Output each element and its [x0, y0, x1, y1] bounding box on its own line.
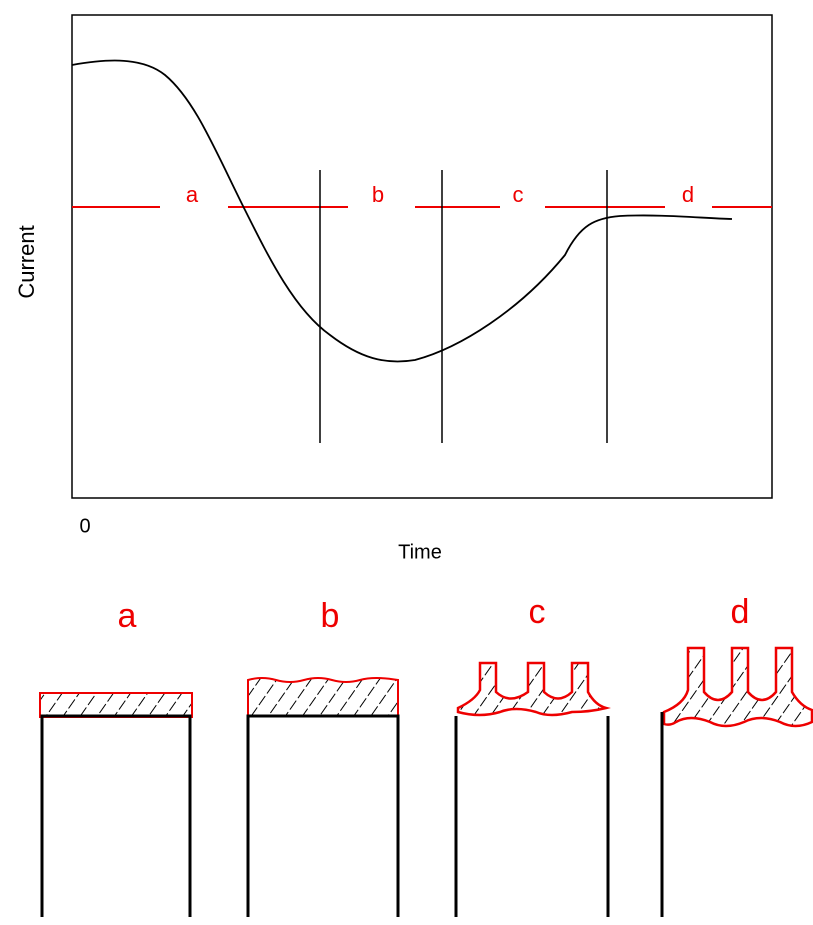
current-curve — [71, 59, 733, 363]
origin-label: 0 — [79, 515, 90, 537]
schematic-label: c — [529, 593, 546, 631]
schematic-label: b — [321, 597, 340, 635]
y-axis-label: Current — [14, 225, 39, 298]
schematic-a — [39, 692, 193, 917]
schematic-label: a — [118, 597, 137, 635]
schematic-c — [454, 661, 611, 917]
stage-label: b — [372, 182, 384, 207]
stage-divider — [319, 170, 608, 443]
schematic-b — [246, 677, 400, 917]
plot-frame — [71, 14, 773, 499]
schematic-d — [660, 646, 813, 917]
schematic-label: d — [731, 593, 750, 631]
stage-label: c — [513, 182, 524, 207]
stage-label: d — [682, 182, 694, 207]
stage-label: a — [186, 182, 199, 207]
x-axis-label: Time — [398, 541, 442, 563]
